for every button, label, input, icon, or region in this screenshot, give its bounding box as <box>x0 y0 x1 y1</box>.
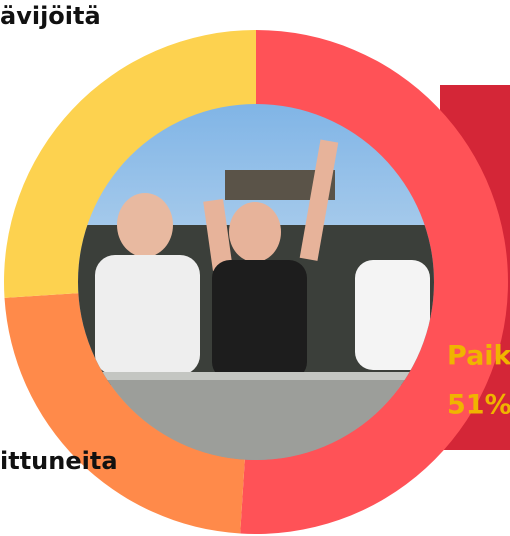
slice-label: Paik <box>447 341 510 372</box>
slice-label: ittuneita <box>0 447 118 475</box>
page: {"chart_data": {"type": "donut", "catego… <box>0 0 510 536</box>
chart: Paik 51% ittuneita ävijöitä <box>0 0 510 536</box>
value-label: 51% <box>447 390 510 421</box>
slice-label: ävijöitä <box>0 2 101 30</box>
